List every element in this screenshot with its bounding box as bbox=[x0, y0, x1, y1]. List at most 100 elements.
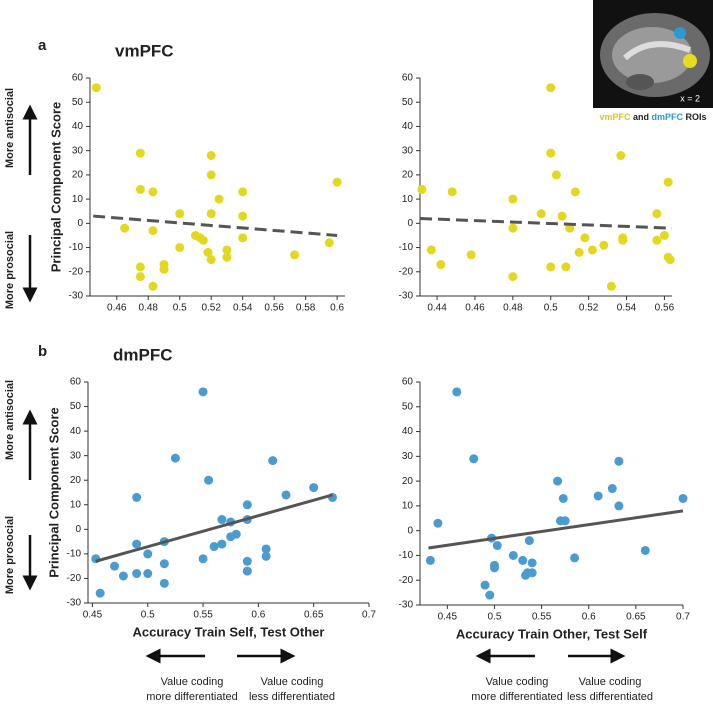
point bbox=[527, 558, 537, 568]
point bbox=[508, 223, 518, 233]
point bbox=[132, 539, 142, 549]
y-tick-label: 30 bbox=[72, 145, 84, 156]
y-tick-label: -30 bbox=[69, 291, 84, 302]
word: and bbox=[633, 112, 649, 122]
line: more differentiated bbox=[146, 691, 238, 703]
trend-line bbox=[95, 493, 333, 563]
point bbox=[659, 230, 669, 240]
point bbox=[143, 569, 153, 579]
point bbox=[132, 569, 142, 579]
point bbox=[536, 209, 546, 219]
y-tick-label: 20 bbox=[70, 475, 82, 486]
x-tick-label: 0.7 bbox=[676, 612, 690, 623]
point bbox=[663, 177, 673, 187]
point bbox=[231, 529, 241, 539]
side-arrows bbox=[22, 104, 626, 664]
point bbox=[110, 561, 120, 571]
inset-caption: vmPFC and dmPFC ROIs bbox=[599, 112, 706, 122]
y-tick-label: 30 bbox=[402, 451, 414, 462]
point bbox=[332, 177, 342, 187]
point bbox=[91, 83, 101, 93]
y-tick-label: -10 bbox=[399, 242, 414, 253]
point bbox=[204, 475, 214, 485]
point bbox=[614, 456, 624, 466]
point bbox=[309, 483, 319, 493]
y-tick-label: 0 bbox=[77, 218, 83, 229]
x-tick-label: 0.58 bbox=[296, 303, 316, 314]
y-tick-label: 60 bbox=[70, 377, 82, 388]
x-tick-label: 0.6 bbox=[330, 303, 344, 314]
brain-inset bbox=[593, 0, 713, 108]
x-tick-label: 0.55 bbox=[532, 612, 552, 623]
point bbox=[206, 209, 216, 219]
point bbox=[652, 235, 662, 245]
point bbox=[268, 456, 278, 466]
point bbox=[170, 453, 180, 463]
point bbox=[159, 578, 169, 588]
point bbox=[492, 541, 502, 551]
point bbox=[489, 560, 499, 570]
x-tick-label: 0.44 bbox=[427, 303, 447, 314]
point bbox=[570, 187, 580, 197]
point bbox=[614, 501, 624, 511]
point bbox=[209, 542, 219, 552]
direction-label: Value coding less differentiated bbox=[249, 676, 335, 703]
point bbox=[135, 184, 145, 194]
x-tick-label: 0.6 bbox=[582, 612, 596, 623]
y-tick-label: 40 bbox=[402, 426, 414, 437]
point bbox=[527, 568, 537, 578]
y-axis-label: Principal Component Score bbox=[48, 102, 63, 272]
x-tick-label: 0.5 bbox=[488, 612, 502, 623]
y-tick-label: -10 bbox=[69, 242, 84, 253]
point bbox=[198, 554, 208, 564]
point bbox=[198, 387, 208, 397]
direction-label: Value coding more differentiated bbox=[146, 676, 238, 703]
x-axis-label: Accuracy Train Self, Test Other bbox=[133, 624, 325, 639]
y-tick-label: 60 bbox=[402, 377, 414, 388]
y-tick-label: 0 bbox=[407, 525, 413, 536]
point bbox=[159, 559, 169, 569]
line: Value coding bbox=[261, 676, 324, 688]
point bbox=[135, 272, 145, 282]
x-tick-label: 0.5 bbox=[141, 610, 155, 621]
point bbox=[546, 148, 556, 158]
point bbox=[447, 187, 457, 197]
x-tick-label: 0.56 bbox=[655, 303, 675, 314]
point bbox=[466, 250, 476, 260]
x-tick-label: 0.65 bbox=[626, 612, 646, 623]
point bbox=[665, 255, 675, 265]
y-tick-label: 40 bbox=[70, 426, 82, 437]
point bbox=[281, 490, 291, 500]
x-tick-label: 0.55 bbox=[193, 610, 213, 621]
point bbox=[593, 491, 603, 501]
y-tick-label: 30 bbox=[402, 145, 414, 156]
y-tick-label: 0 bbox=[407, 218, 413, 229]
x-tick-label: 0.48 bbox=[139, 303, 159, 314]
point bbox=[546, 262, 556, 272]
y-tick-label: -20 bbox=[399, 575, 414, 586]
roi: vmPFC bbox=[599, 112, 631, 122]
point bbox=[175, 209, 185, 219]
point bbox=[561, 262, 571, 272]
point bbox=[616, 151, 626, 161]
y-tick-label: 20 bbox=[402, 170, 414, 181]
point bbox=[238, 211, 248, 221]
point bbox=[640, 545, 650, 555]
direction-label: Value coding less differentiated bbox=[567, 676, 653, 703]
point bbox=[95, 588, 105, 598]
side-label: More prosocial bbox=[4, 516, 16, 594]
y-tick-label: -30 bbox=[399, 291, 414, 302]
point bbox=[652, 209, 662, 219]
point bbox=[524, 536, 534, 546]
point bbox=[452, 387, 462, 397]
point bbox=[587, 245, 597, 255]
y-tick-label: 50 bbox=[402, 97, 414, 108]
y-tick-label: 10 bbox=[402, 194, 414, 205]
point bbox=[261, 544, 271, 554]
line: Value coding bbox=[486, 676, 549, 688]
chart-title: vmPFC bbox=[115, 41, 174, 60]
point bbox=[132, 492, 142, 502]
chart-title: dmPFC bbox=[113, 345, 173, 364]
x-tick-label: 0.56 bbox=[264, 303, 284, 314]
